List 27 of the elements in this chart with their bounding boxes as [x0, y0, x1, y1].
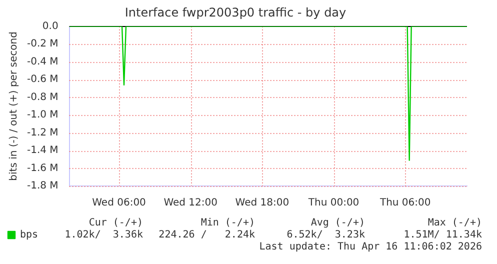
text: Min (-/+)	[200, 218, 255, 229]
text: Max (-/+)	[428, 218, 482, 229]
y-tick-label: -0.8 M	[26, 92, 58, 103]
text: Avg (-/+)	[310, 218, 365, 229]
x-tick-label: Wed 18:00	[235, 198, 290, 209]
y-tick-label: -1.4 M	[26, 145, 58, 156]
y-tick-label: -1.2 M	[26, 127, 58, 138]
text: Last update: Thu Apr 16 11:06:02 2026	[259, 242, 482, 253]
y-tick-label: -1.0 M	[26, 110, 58, 121]
y-tick-label: -1.8 M	[26, 180, 58, 192]
y-axis-title: bits in (-) / out (+) per second	[8, 32, 20, 181]
text: 224.26 / 2.24k	[158, 230, 255, 241]
legend-label: bps	[20, 230, 38, 241]
text: 6.52k/ 3.23k	[286, 230, 365, 241]
y-tick-label: -0.6 M	[26, 74, 58, 86]
y-tick-label: -0.2 M	[26, 38, 58, 50]
text: Cur (-/+)	[88, 218, 143, 229]
y-tick-label: -0.4 M	[26, 56, 58, 68]
y-tick-label: 0.0	[42, 20, 58, 32]
y-tick-label: -1.6 M	[26, 162, 58, 174]
text: 1.02k/ 3.36k	[64, 230, 143, 241]
chart-title: Interface fwpr2003p0 traffic - by day	[124, 5, 346, 20]
x-tick-label: Wed 12:00	[164, 198, 218, 209]
x-tick-label: Thu 00:00	[307, 198, 360, 209]
x-tick-label: Thu 06:00	[378, 198, 431, 209]
text: 1.51M/ 11.34k	[404, 230, 482, 241]
x-tick-label: Wed 06:00	[92, 198, 146, 209]
